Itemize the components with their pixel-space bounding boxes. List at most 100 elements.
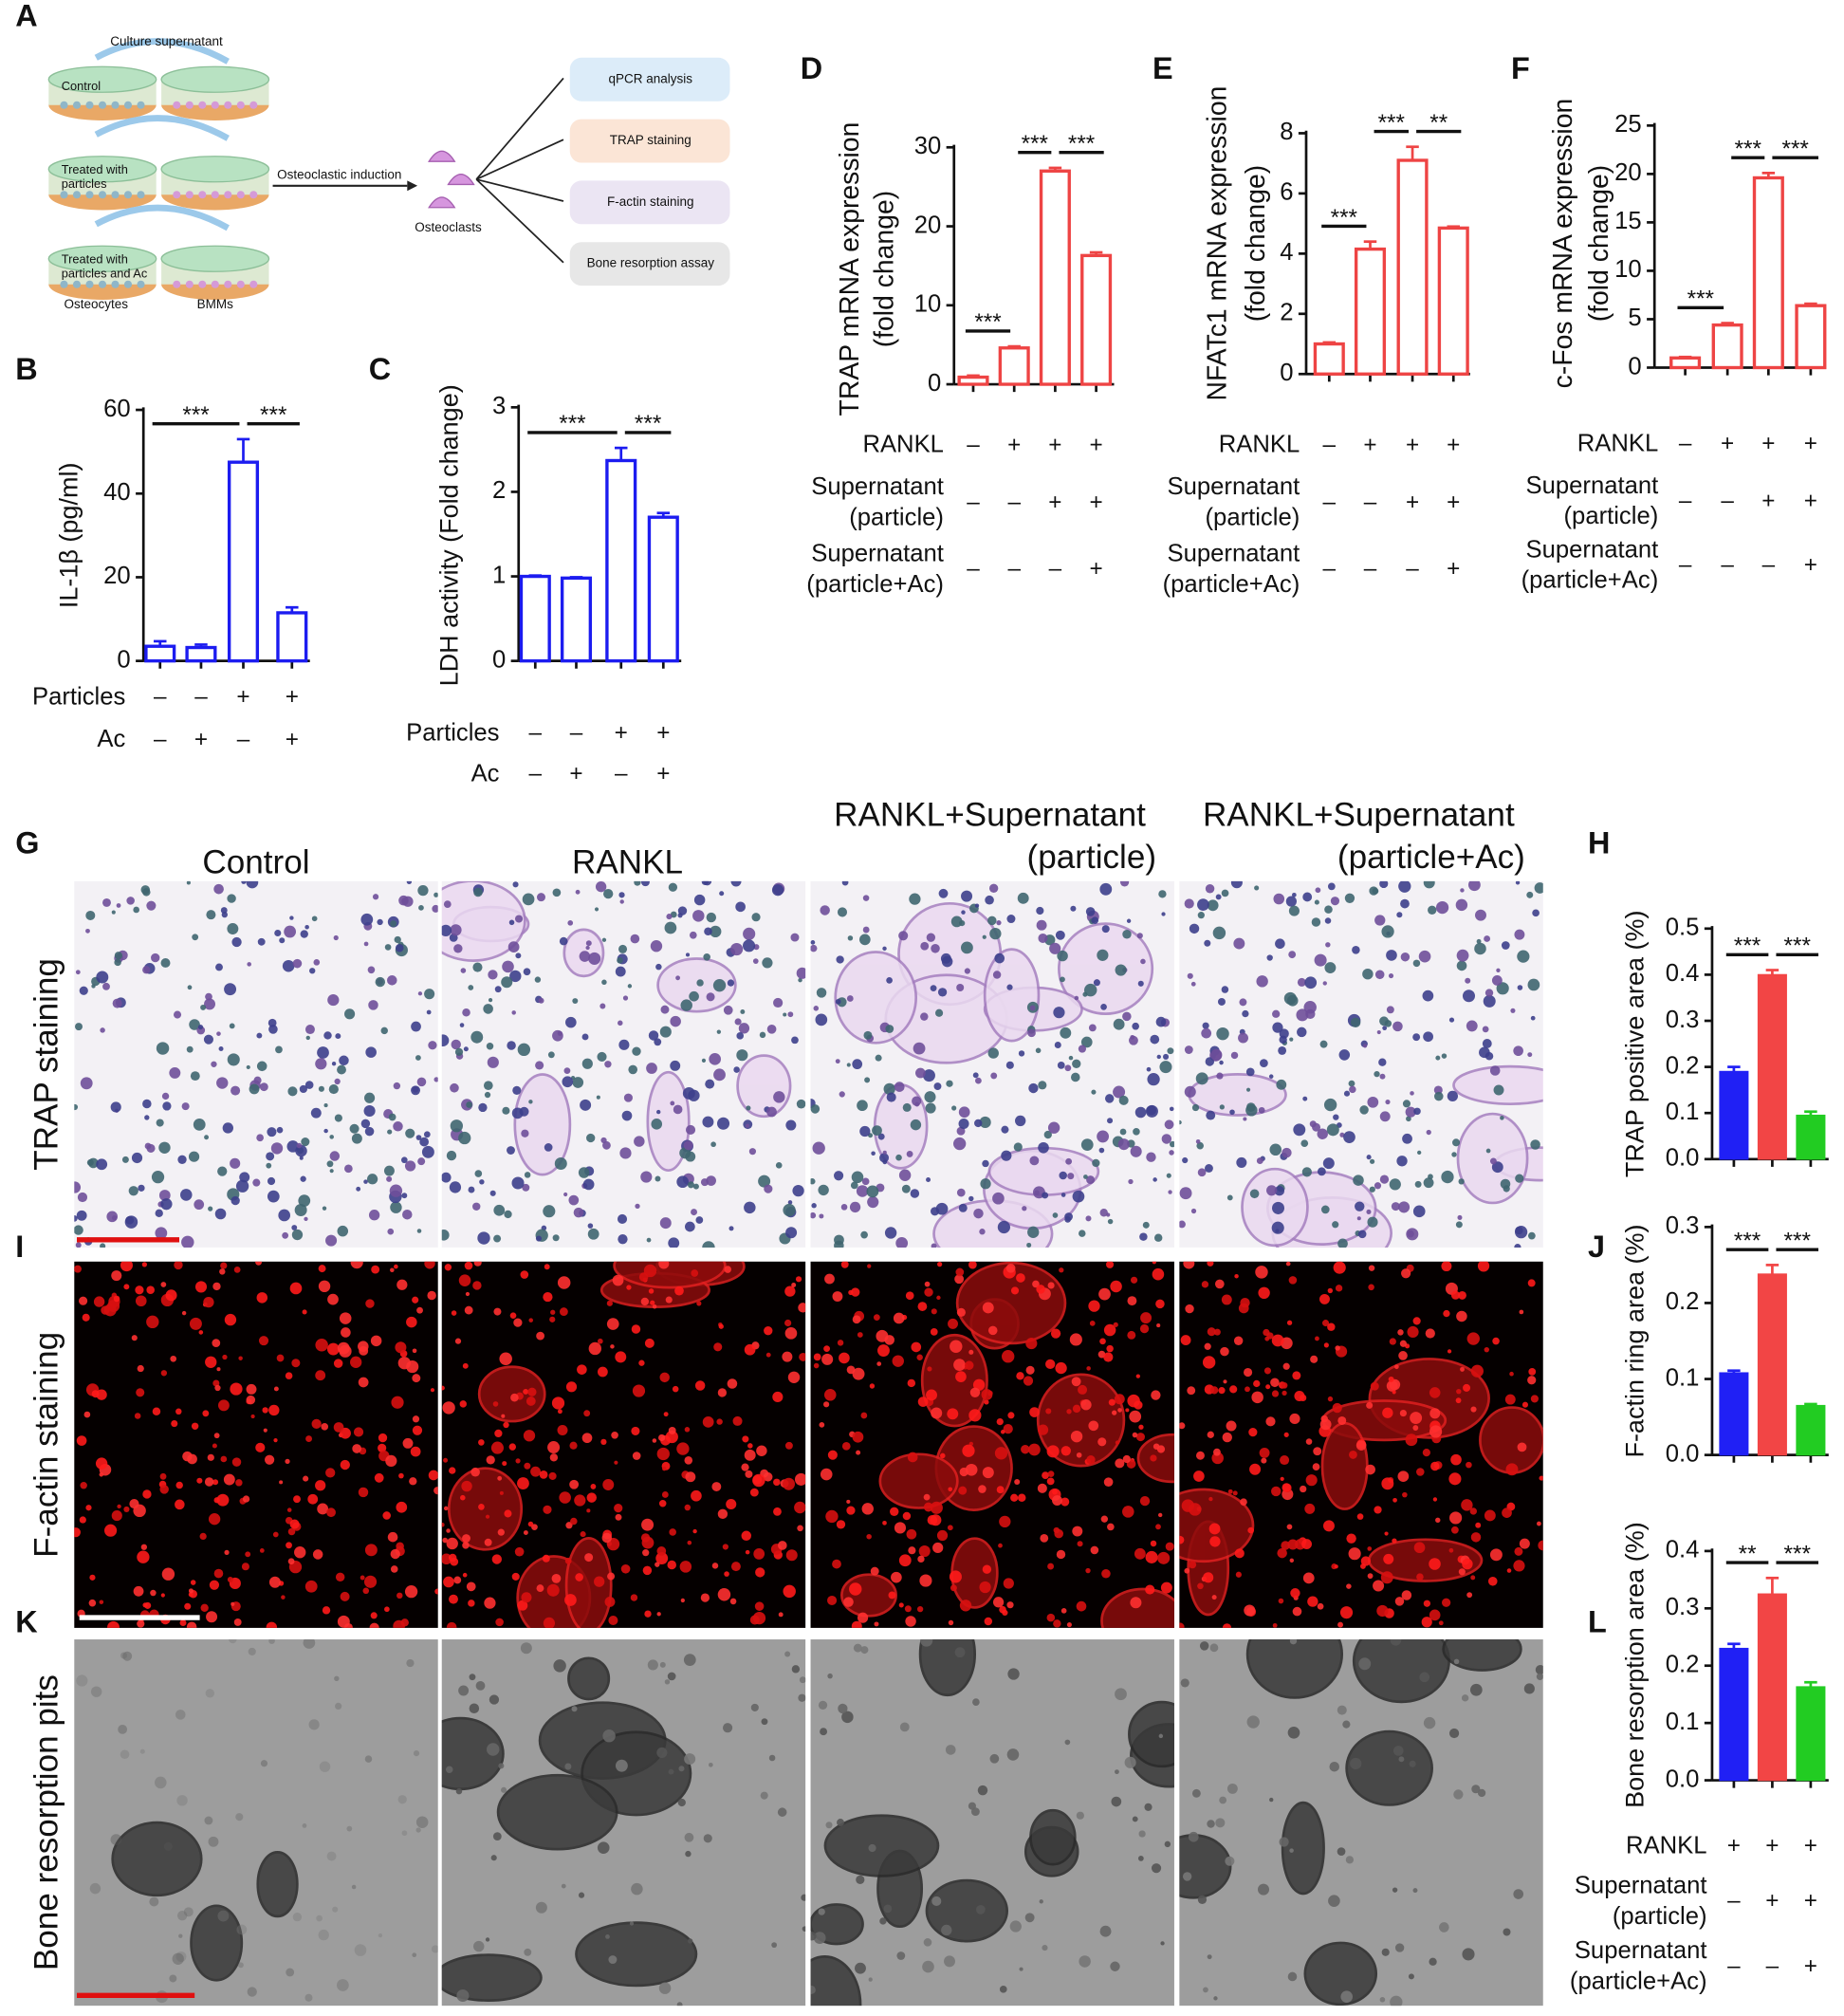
small-cell — [861, 1503, 874, 1515]
small-cell — [835, 1059, 840, 1064]
small-cell — [632, 1452, 641, 1460]
small-cell — [508, 919, 515, 926]
small-cell — [1139, 1495, 1151, 1507]
cell — [198, 280, 207, 288]
small-cell — [1042, 1471, 1049, 1480]
significance-label: *** — [1734, 934, 1761, 959]
small-cell — [1152, 1443, 1160, 1451]
small-cell — [1019, 1967, 1023, 1971]
small-cell — [968, 1349, 974, 1355]
small-cell — [866, 1185, 879, 1198]
small-cell — [610, 1344, 615, 1349]
small-cell — [1515, 880, 1521, 885]
small-cell — [462, 1572, 468, 1578]
small-cell — [212, 1379, 220, 1387]
panel-letter: L — [1588, 1604, 1607, 1638]
small-cell — [212, 1479, 219, 1486]
small-cell — [1090, 1545, 1099, 1555]
small-cell — [1471, 1785, 1481, 1794]
small-cell — [421, 1145, 434, 1158]
small-cell — [1225, 1856, 1235, 1866]
small-cell — [1060, 1607, 1067, 1614]
small-cell — [259, 1548, 265, 1553]
small-cell — [391, 1396, 404, 1409]
small-cell — [1394, 1597, 1405, 1606]
small-cell — [1337, 1621, 1343, 1628]
small-cell — [1281, 1381, 1288, 1389]
small-cell — [1266, 1185, 1278, 1196]
small-cell — [823, 1388, 837, 1401]
small-cell — [583, 1410, 591, 1417]
small-cell — [1425, 1328, 1435, 1339]
cell — [185, 280, 194, 288]
small-cell — [527, 1387, 537, 1396]
small-cell — [760, 1791, 768, 1800]
small-cell — [1023, 1376, 1034, 1386]
small-cell — [1212, 926, 1226, 940]
small-cell — [1335, 1345, 1340, 1351]
small-cell — [1456, 960, 1467, 971]
small-cell — [191, 1422, 199, 1430]
small-cell — [514, 1546, 525, 1557]
small-cell — [1100, 1515, 1109, 1523]
image-content — [74, 1261, 438, 1628]
small-cell — [446, 1150, 457, 1161]
small-cell — [160, 1593, 165, 1598]
small-cell — [133, 1504, 146, 1518]
small-cell — [791, 1036, 799, 1045]
small-cell — [1315, 887, 1321, 894]
small-cell — [206, 1611, 218, 1623]
small-cell — [669, 1528, 676, 1536]
small-cell — [684, 1753, 696, 1766]
small-cell — [305, 1435, 313, 1443]
small-cell — [266, 1621, 278, 1628]
small-cell — [1059, 1267, 1064, 1273]
small-cell — [1470, 1364, 1484, 1378]
small-cell — [936, 1529, 949, 1542]
small-cell — [82, 1313, 90, 1322]
small-cell — [415, 1135, 422, 1140]
small-cell — [1333, 1261, 1346, 1274]
small-cell — [888, 1591, 896, 1600]
small-cell — [514, 915, 524, 923]
small-cell — [161, 1567, 175, 1581]
small-cell — [443, 1576, 454, 1588]
significance-label: *** — [974, 309, 1002, 335]
small-cell — [815, 1013, 828, 1026]
condition-mark: – — [1406, 556, 1419, 582]
small-cell — [1465, 977, 1471, 984]
small-cell — [810, 1211, 817, 1219]
small-cell — [1169, 1106, 1174, 1112]
small-cell — [989, 927, 1002, 940]
small-cell — [1482, 1026, 1489, 1033]
small-cell — [1389, 1338, 1396, 1345]
small-cell — [340, 1591, 350, 1601]
small-cell — [617, 957, 623, 964]
y-tick-label: 0.0 — [1666, 1145, 1700, 1172]
small-cell — [446, 1528, 451, 1533]
cell — [72, 101, 82, 109]
small-cell — [449, 1467, 456, 1474]
small-cell — [489, 1694, 500, 1705]
small-cell — [559, 936, 568, 946]
small-cell — [999, 1515, 1011, 1528]
small-cell — [1107, 1218, 1114, 1225]
small-cell — [1080, 1036, 1093, 1048]
small-cell — [910, 1189, 920, 1198]
small-cell — [1348, 1547, 1361, 1561]
small-cell — [956, 983, 965, 992]
small-cell — [708, 1762, 713, 1767]
small-cell — [629, 1921, 635, 1926]
small-cell — [508, 1443, 516, 1451]
small-cell — [867, 1195, 879, 1209]
small-cell — [1290, 1588, 1300, 1599]
small-cell — [1423, 880, 1435, 889]
condition-mark: – — [1727, 1888, 1741, 1914]
small-cell — [1289, 1639, 1298, 1645]
small-cell — [992, 1192, 1005, 1205]
small-cell — [181, 1102, 190, 1111]
small-cell — [816, 988, 827, 998]
small-cell — [565, 1381, 578, 1393]
small-cell — [138, 1184, 145, 1192]
small-cell — [916, 1354, 923, 1360]
